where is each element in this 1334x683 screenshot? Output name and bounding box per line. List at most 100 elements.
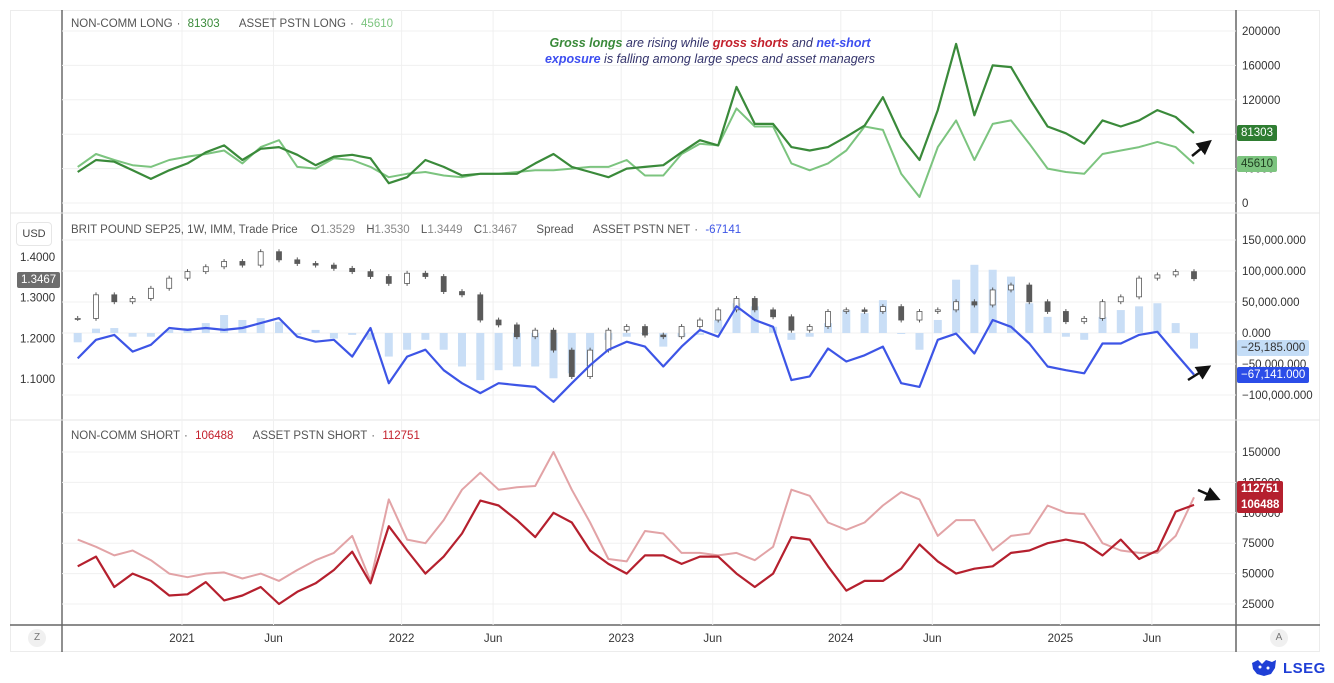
time-axis-label: Jun: [923, 633, 942, 645]
spread-bar: [915, 333, 924, 350]
bottom-axis-tick-label: 25000: [1242, 599, 1274, 611]
spread-bar: [238, 319, 247, 333]
candle-body: [459, 291, 465, 296]
spread-bar: [329, 333, 338, 339]
bottom-axis-tick-label: 50000: [1242, 569, 1274, 581]
time-axis-label: Jun: [484, 633, 503, 645]
spread-bar: [403, 333, 412, 350]
nc-long-line: [77, 42, 1195, 185]
auto-scale-button[interactable]: A: [1270, 629, 1288, 647]
candle-body: [1026, 284, 1033, 303]
legend-net-value: -67141: [705, 224, 742, 236]
candle: [1008, 282, 1014, 293]
candle-body: [660, 334, 667, 338]
asset-long-last-label: 45610: [1237, 156, 1277, 172]
bottom-axis-tick-label: 150000: [1242, 447, 1280, 459]
spread-bar: [73, 333, 82, 343]
candle-body: [843, 309, 850, 312]
candle: [422, 270, 429, 279]
spread-bar: [1171, 323, 1180, 333]
ohlc-close: 1.3467: [482, 224, 518, 236]
lseg-logo: LSEG: [1250, 659, 1326, 677]
legend-nc-short-label: NON-COMM SHORT: [71, 430, 181, 442]
candle: [1081, 315, 1088, 325]
mid-legend: BRIT POUND SEP25, 1W, IMM, Trade Price O…: [71, 224, 745, 236]
candle: [385, 274, 392, 286]
candle: [330, 262, 337, 271]
candle: [623, 324, 630, 333]
spread-bar: [622, 333, 631, 337]
candle-body: [953, 301, 959, 311]
candle-body: [74, 318, 81, 320]
candle-body: [678, 326, 685, 338]
spread-bar: [842, 310, 851, 333]
candle: [550, 327, 557, 353]
candle-body: [147, 287, 154, 299]
time-axis-label: Jun: [264, 633, 283, 645]
spread-bar: [1189, 333, 1198, 349]
candle: [953, 299, 959, 313]
candle: [806, 324, 813, 333]
candle-body: [770, 309, 776, 318]
spread-bar: [348, 333, 357, 335]
candle: [147, 285, 154, 301]
price-axis-tick-label: 1.4000: [20, 252, 55, 264]
candle-body: [1099, 301, 1106, 319]
candle: [1099, 299, 1106, 321]
spread-bar: [531, 333, 540, 367]
annotation-exposure: exposure: [544, 52, 601, 66]
candle: [312, 261, 319, 268]
nc-short-line: [77, 499, 1195, 606]
asset-short-series: [77, 451, 1195, 582]
top-legend: NON-COMM LONG · 81303 ASSET PSTN LONG · 45…: [71, 18, 397, 30]
lseg-emblem-icon: [1252, 660, 1276, 676]
candle-body: [495, 319, 502, 326]
spread-bar: [1080, 333, 1089, 340]
spread-bar: [897, 333, 906, 334]
legend-asset-long-label: ASSET PSTN LONG: [238, 18, 346, 30]
mid-right-axis-tick-label: 50,000.000: [1242, 297, 1300, 309]
annotation-net-short: net-short: [816, 36, 871, 50]
spread-bar: [1006, 276, 1015, 333]
ohlc-high: 1.3530: [374, 224, 410, 236]
candle: [1026, 282, 1033, 305]
nc-long-series: [77, 42, 1195, 185]
spread-bar: [970, 264, 979, 333]
spread-bar: [165, 329, 174, 333]
candle: [861, 307, 868, 314]
up-arrow-icon: [1187, 365, 1212, 382]
legend-dot: ·: [184, 430, 188, 442]
asset-net-series: [76, 305, 1195, 403]
candle: [696, 317, 703, 329]
annotation-text-part: is falling among large specs and asset m…: [600, 52, 876, 66]
candle-body: [605, 329, 612, 351]
spread-bar: [1153, 303, 1162, 333]
candle-body: [1191, 271, 1197, 280]
time-axis-label: 2023: [608, 633, 634, 645]
spread-bar: [714, 319, 723, 333]
candle-body: [330, 264, 337, 269]
legend-asset-long-value: 45610: [361, 18, 394, 30]
candle-body: [550, 329, 557, 351]
spread-bar: [659, 333, 668, 347]
currency-unit-button[interactable]: USD: [16, 222, 52, 246]
candle: [294, 257, 301, 266]
mid-right-axis-tick-label: 100,000.000: [1242, 266, 1306, 278]
candle-body: [1062, 311, 1069, 323]
spread-bar: [421, 333, 430, 340]
annotation-text-part: are rising while: [622, 36, 713, 50]
asset-long-line: [77, 107, 1195, 198]
candle: [788, 314, 795, 333]
zoom-reset-button[interactable]: Z: [28, 629, 46, 647]
candle: [1062, 309, 1069, 325]
candle: [74, 315, 81, 321]
candle: [715, 307, 722, 323]
candle: [440, 274, 447, 294]
candle: [221, 259, 227, 270]
time-axis-label: 2024: [828, 633, 854, 645]
time-axis-label: 2022: [389, 633, 415, 645]
candle-body: [1081, 318, 1088, 323]
candle-body: [404, 272, 410, 284]
candle-body: [879, 306, 886, 312]
